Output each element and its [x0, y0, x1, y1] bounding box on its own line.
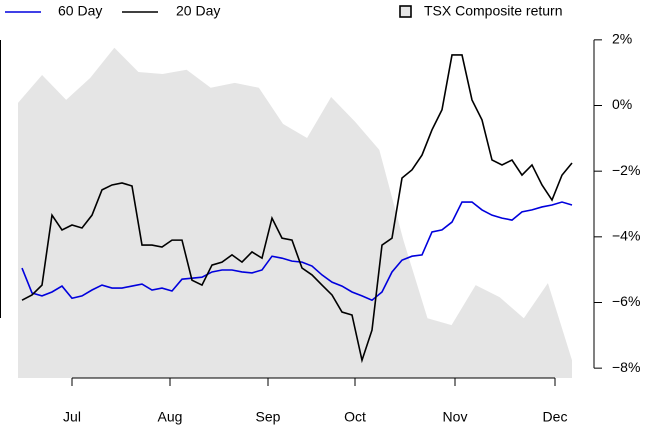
y-tick-label: −2%	[612, 162, 640, 178]
legend-label: 20 Day	[176, 3, 220, 19]
x-tick-label: Oct	[344, 409, 366, 425]
x-tick-label: Dec	[543, 409, 568, 425]
x-tick-label: Aug	[158, 409, 183, 425]
y-tick-label: 2%	[612, 31, 632, 47]
y-tick-label: −4%	[612, 228, 640, 244]
legend-swatch	[399, 5, 412, 18]
x-tick-label: Nov	[443, 409, 468, 425]
area	[18, 47, 572, 378]
y-tick-label: 0%	[612, 96, 632, 112]
line	[21, 201, 573, 302]
y-tick-label: −6%	[612, 293, 640, 309]
x-tick-label: Sep	[256, 409, 281, 425]
legend-label: 60 Day	[58, 3, 102, 19]
x-tick-label: Jul	[63, 409, 81, 425]
y-tick-label: −8%	[612, 359, 640, 375]
line	[21, 54, 573, 364]
legend-label: TSX Composite return	[424, 3, 563, 19]
